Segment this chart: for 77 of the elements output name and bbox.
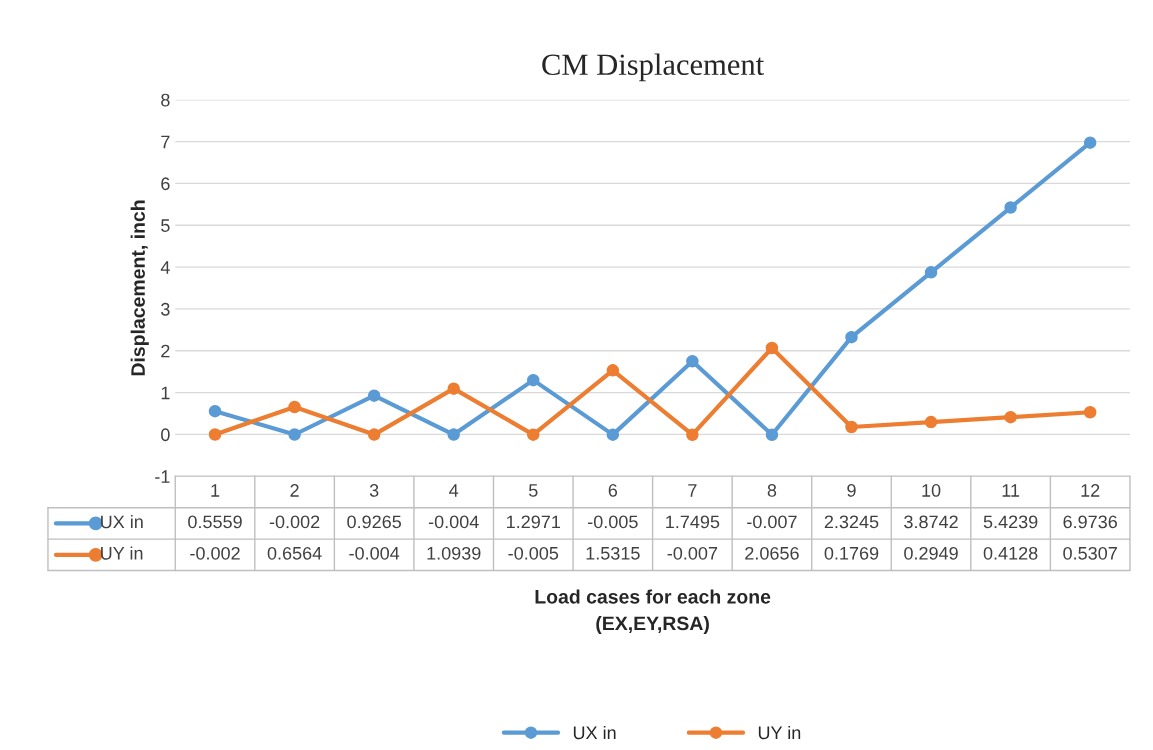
data-label: 6.9736 [1063,515,1117,529]
data-label: 2.0656 [745,546,799,560]
point [606,364,620,377]
y-axis-title: Displacement, inch [130,200,149,376]
point [686,354,699,368]
point [1083,405,1097,419]
data-label: -0.007 [667,546,718,560]
x-tick-label: 11 [1002,484,1020,497]
data-label: 3.8742 [904,515,958,529]
data-label: -0.005 [508,546,559,560]
x-tick-label: 10 [922,484,941,497]
x-tick-label: 8 [767,484,777,497]
point [208,404,222,418]
data-label: 1.5315 [586,546,640,560]
x-tick-label: 4 [449,484,459,497]
chart-title: CM Displacement [542,53,765,82]
y-tick-label: 5 [161,219,170,232]
point [447,428,460,441]
data-label: 0.2949 [904,546,958,560]
point [845,420,858,434]
point [367,389,381,402]
legend-label: UY in [101,546,143,560]
point [924,415,938,429]
x-tick-label: 7 [688,484,697,497]
y-tick-label: 7 [161,135,170,149]
point [686,428,699,441]
y-tick-label: -1 [155,470,170,483]
point [765,341,779,355]
x-tick-label: 1 [211,484,220,497]
data-label: 1.2971 [507,515,560,529]
data-label: -0.005 [588,515,638,529]
text: UY in [758,725,801,740]
data-label: -0.007 [747,515,797,529]
y-tick-label: 6 [161,177,170,191]
point [1004,410,1017,424]
data-label: 0.4128 [983,546,1038,560]
data-label: 0.6564 [267,546,322,560]
point [765,428,779,441]
x-tick-label: 9 [847,484,856,497]
point [447,382,460,395]
data-label: 0.9265 [347,515,402,529]
x-tick-label: 2 [290,484,299,497]
legend-label: UX in [101,514,143,529]
x-axis-title: Load cases for each zone (EX,EY,RSA) [535,589,771,635]
point [527,428,540,441]
data-label: 0.5307 [1063,546,1117,560]
point [288,400,301,414]
point [288,428,301,441]
data-label: 0.5559 [188,515,242,529]
point [367,428,381,441]
data-label: -0.004 [428,515,479,529]
y-tick-label: 0 [161,428,170,442]
y-tick-label: 4 [160,261,170,274]
point [845,330,858,344]
point [1083,136,1097,149]
data-label: 1.7495 [666,515,720,529]
x-tick-label: 3 [369,484,379,497]
data-label: 0.1769 [824,546,879,560]
data-label: -0.004 [349,546,400,560]
y-tick-label: 3 [161,302,170,316]
data-label: 1.0939 [427,546,481,560]
y-tick-label: 2 [161,344,170,358]
data-label: -0.002 [190,546,240,560]
x-tick-label: 5 [528,484,538,497]
text: UX in [573,725,616,740]
data-label: 2.3245 [824,515,879,529]
point [924,266,938,279]
y-tick-label: 1 [161,386,170,400]
point [1004,201,1017,214]
point [527,373,540,387]
x-tick-label: 12 [1081,484,1100,497]
x-tick-label: 6 [608,484,618,497]
point [606,428,620,441]
point [208,428,222,441]
y-tick-label: 8 [161,93,170,107]
data-label: 5.4239 [983,515,1038,529]
data-label: -0.002 [269,515,320,529]
